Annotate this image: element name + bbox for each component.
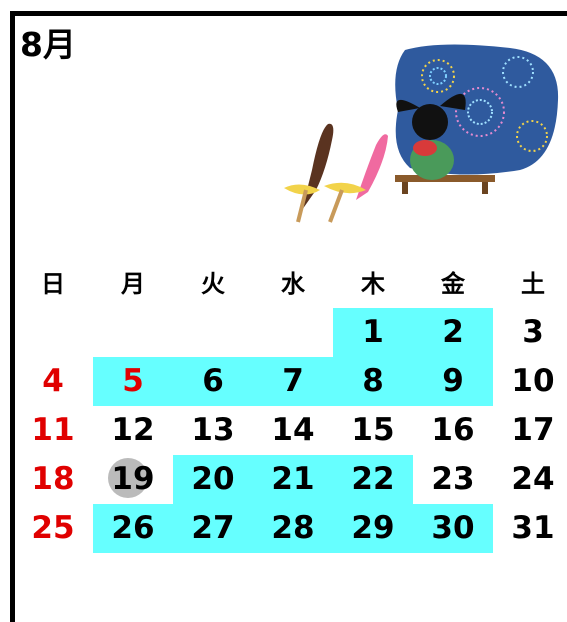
day-number: 16 [431, 412, 475, 448]
day-number: 22 [351, 461, 395, 497]
day-number: 6 [202, 363, 224, 399]
day-number: 9 [442, 363, 464, 399]
day-number: 7 [282, 363, 304, 399]
highlight [333, 308, 493, 357]
day-number: 4 [42, 363, 64, 399]
day-number: 26 [111, 510, 155, 546]
day-number: 18 [31, 461, 75, 497]
weekday-header: 金 [441, 270, 465, 298]
day-number: 20 [191, 461, 235, 497]
weekday-header: 月 [121, 270, 145, 298]
highlight [173, 455, 413, 504]
day-number: 3 [522, 314, 544, 350]
weekday-header: 土 [521, 270, 545, 298]
day-number: 25 [31, 510, 75, 546]
weekday-header: 水 [281, 270, 305, 298]
today-circle [108, 458, 148, 498]
day-number: 15 [351, 412, 395, 448]
day-number: 8 [362, 363, 384, 399]
month-title: 8月 [20, 25, 76, 64]
highlight [93, 504, 493, 553]
day-number: 31 [511, 510, 555, 546]
day-number: 11 [31, 412, 75, 448]
day-number: 30 [431, 510, 475, 546]
day-number: 14 [271, 412, 315, 448]
day-number: 19 [111, 461, 155, 497]
illustration [284, 44, 559, 223]
day-number: 5 [122, 363, 144, 399]
border-top [10, 11, 567, 16]
day-number: 12 [111, 412, 155, 448]
highlight [93, 357, 493, 406]
day-number: 2 [442, 314, 464, 350]
day-number: 13 [191, 412, 235, 448]
day-number: 1 [362, 314, 384, 350]
day-number: 29 [351, 510, 395, 546]
day-number: 21 [271, 461, 315, 497]
day-number: 24 [511, 461, 555, 497]
weekday-header: 木 [361, 270, 385, 298]
day-number: 23 [431, 461, 475, 497]
border-left [10, 11, 15, 622]
weekday-header: 日 [41, 270, 65, 298]
weekday-header: 火 [201, 270, 225, 298]
day-number: 28 [271, 510, 315, 546]
day-number: 17 [511, 412, 555, 448]
day-number: 10 [511, 363, 555, 399]
day-number: 27 [191, 510, 235, 546]
